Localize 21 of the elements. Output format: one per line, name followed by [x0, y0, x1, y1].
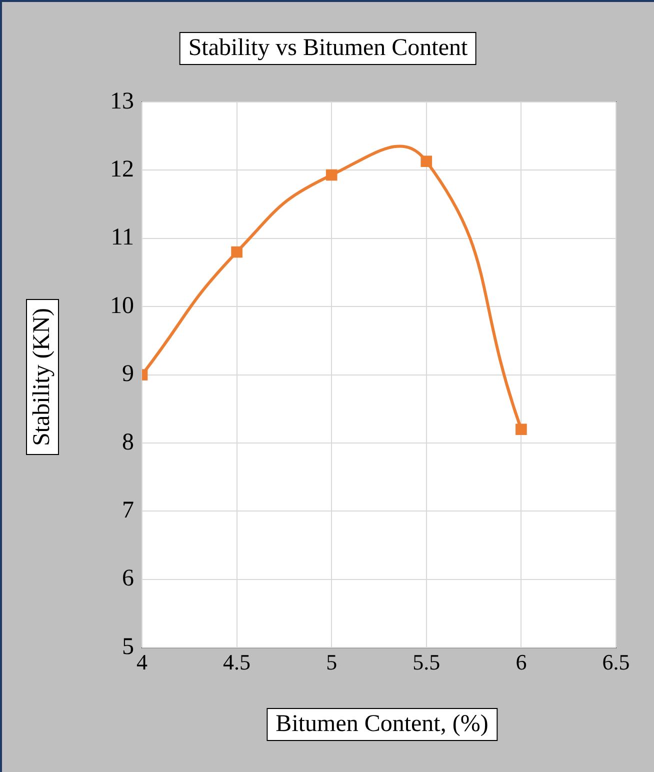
y-tick-label: 6 — [122, 566, 134, 592]
y-axis-title: Stability (KN) — [26, 299, 59, 455]
x-tick-label: 5 — [326, 650, 338, 675]
y-tick-label: 12 — [110, 156, 134, 182]
point — [326, 169, 338, 181]
y-tick-label: 13 — [110, 88, 134, 114]
point — [231, 246, 242, 258]
y-tick-label: 10 — [110, 292, 134, 319]
chart-title: Stability vs Bitumen Content — [179, 32, 477, 65]
x-tick-label: 5.5 — [412, 650, 440, 675]
x-tick-label: 6.5 — [602, 650, 630, 675]
point — [516, 424, 527, 436]
y-tick-label: 11 — [110, 224, 134, 251]
x-tick-label: 4 — [136, 650, 148, 675]
x-axis-title: Bitumen Content, (%) — [266, 708, 498, 741]
y-tick-label: 9 — [122, 361, 134, 388]
y-tick-label: 8 — [122, 429, 134, 456]
x-tick-label: 6 — [516, 650, 527, 675]
x-tick-label: 4.5 — [223, 650, 251, 675]
point — [420, 156, 432, 167]
y-tick-label: 7 — [122, 497, 134, 524]
